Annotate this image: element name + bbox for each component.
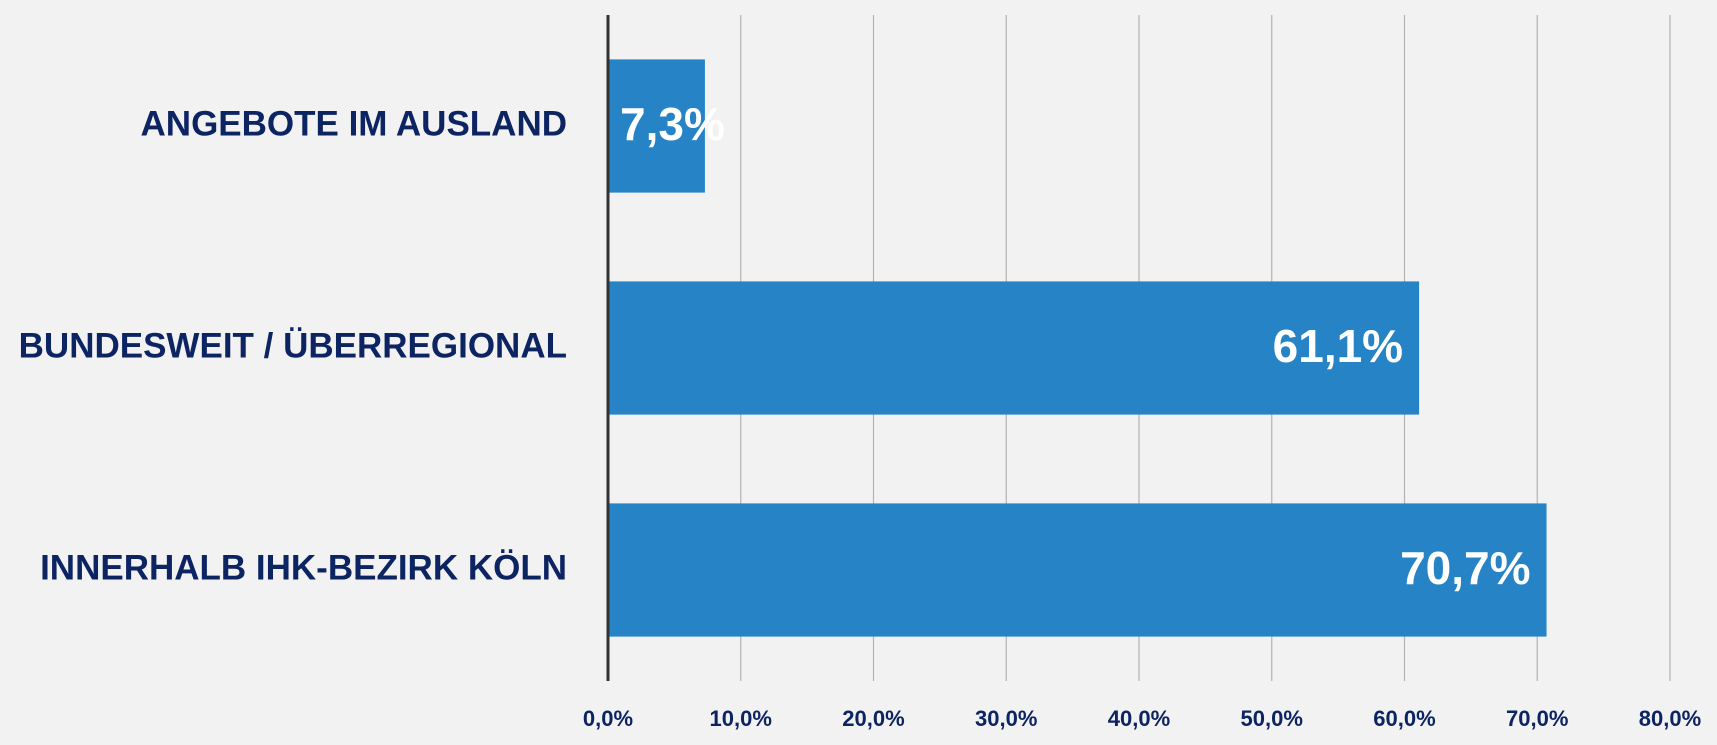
x-tick-label: 70,0% <box>1506 706 1568 731</box>
bar <box>608 59 705 193</box>
category-label: ANGEBOTE IM AUSLAND <box>141 104 567 143</box>
x-tick-label: 30,0% <box>975 706 1037 731</box>
category-label: BUNDESWEIT / ÜBERREGIONAL <box>19 326 567 365</box>
x-tick-label: 50,0% <box>1241 706 1303 731</box>
x-tick-label: 20,0% <box>842 706 904 731</box>
x-tick-label: 60,0% <box>1373 706 1435 731</box>
bar <box>608 281 1420 415</box>
value-label: 70,7% <box>1400 542 1530 594</box>
x-tick-label: 10,0% <box>710 706 772 731</box>
x-tick-label: 40,0% <box>1108 706 1170 731</box>
x-tick-label: 0,0% <box>583 706 633 731</box>
category-label: INNERHALB IHK-BEZIRK KÖLN <box>40 548 567 587</box>
bar <box>608 503 1547 637</box>
value-label: 7,3% <box>620 98 725 150</box>
x-tick-label: 80,0% <box>1639 706 1701 731</box>
value-label: 61,1% <box>1273 320 1403 372</box>
